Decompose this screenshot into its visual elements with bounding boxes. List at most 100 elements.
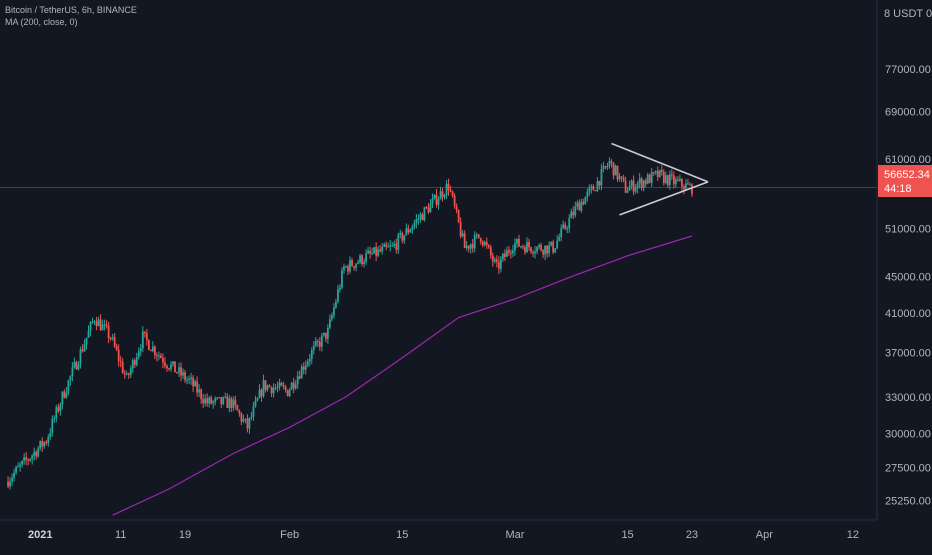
candle-body [489,247,492,256]
candle-body [162,357,164,363]
candle-body [516,238,518,244]
candle-body [347,266,349,272]
candle-body [33,451,36,456]
price-tick-label: 51000.00 [885,223,931,235]
candle-body [359,255,361,263]
candle-body [55,407,58,419]
candle-body [477,234,480,238]
candle-body [343,266,345,271]
candle-body [403,235,406,241]
candle-body [49,432,52,438]
candle-body [23,457,26,461]
candle-body [499,259,502,269]
candle-body [184,372,186,381]
candle-body [326,327,329,339]
candle-body [194,381,197,387]
candle-body [250,416,253,418]
candle-body [367,250,369,254]
candle-body [365,253,367,262]
candle-body [206,398,209,404]
candle-body [89,322,92,331]
candle-body [316,341,319,343]
candle-body [35,451,38,457]
candle-body [586,191,589,198]
candle-body [17,466,20,468]
time-scale[interactable]: 2021 11 19 Feb 15 Mar 15 23 Apr 12 [0,519,877,541]
candle-body [230,398,233,408]
candle-body [212,401,215,404]
candle-body [479,237,482,242]
candle-body [417,219,420,221]
candle-body [626,190,629,193]
price-tick-label: 37000.00 [885,347,931,359]
candle-body [15,467,17,473]
candle-body [475,234,478,236]
candle-body [147,340,150,350]
candle-body [79,349,82,365]
candle-body [274,387,277,389]
candle-body [385,244,388,247]
candle-body [373,247,376,254]
candle-body [192,377,195,387]
candle-body [296,376,299,385]
candle-body [310,350,313,360]
candle-body [139,348,142,352]
candle-body [41,440,44,447]
candle-body [21,460,24,465]
candle-body [204,398,207,404]
candle-body [160,355,162,358]
candle-body [574,206,577,216]
candle-body [503,253,506,257]
candle-body [69,376,72,381]
candle-body [75,362,78,370]
candle-body [182,372,184,376]
candle-body [401,232,404,241]
candle-body [554,248,557,253]
candle-body [540,245,542,251]
candle-body [337,289,339,302]
time-tick-label: 12 [847,529,859,541]
candle-body [687,183,689,185]
candle-body [113,337,116,347]
drawing-layer[interactable] [611,142,709,216]
candle-body [552,241,555,253]
candle-body [437,199,440,205]
candle-body [304,365,307,370]
candle-body [83,344,86,352]
price-scale[interactable]: 8 USDT 0 77000.00 69000.00 61000.00 51000.0… [876,0,932,520]
candle-body [393,243,396,246]
time-tick-label: 11 [115,529,126,541]
candle-body [381,246,384,252]
candle-body [200,389,203,400]
candle-body [534,251,536,254]
candle-body [330,315,333,320]
candle-body [660,169,663,173]
candle-body [485,241,488,246]
candle-body [632,180,635,192]
candle-body [123,373,126,375]
candle-body [514,243,516,251]
candle-body [636,183,639,188]
legend-symbol-line[interactable]: Bitcoin / TetherUS, 6h, BINANCE [5,5,137,15]
candle-body [377,249,380,256]
price-tick-label: 69000.00 [885,106,931,118]
candle-body [103,324,106,326]
legend-indicator-line[interactable]: MA (200, close, 0) [5,17,78,27]
price-tick-label: 41000.00 [885,308,931,320]
bar-countdown-label: 44:18 [884,183,912,195]
candle-body [682,186,685,190]
candle-body [95,321,98,327]
candle-body [101,324,104,331]
candle-body [186,379,188,381]
time-tick-label: Feb [280,529,299,541]
candle-body [620,176,623,178]
candle-body [248,417,251,429]
candle-body [538,245,540,247]
candle-body [672,175,675,185]
candle-body [582,201,585,205]
candle-body [501,253,504,260]
candle-body [45,442,48,444]
candle-body [268,385,271,387]
